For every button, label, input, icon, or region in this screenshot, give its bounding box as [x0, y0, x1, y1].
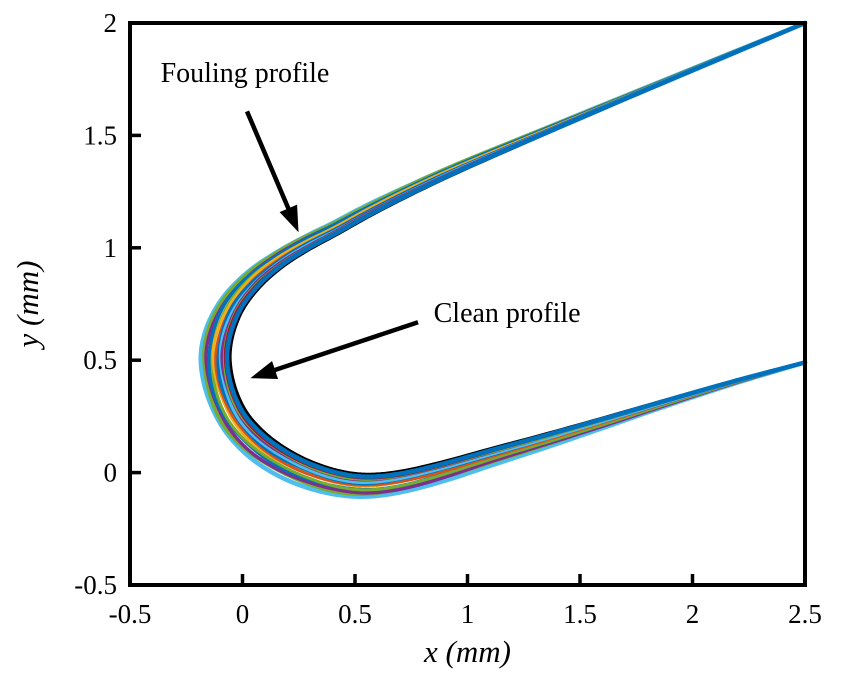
x-tick-label: 1.5 — [563, 599, 597, 629]
y-tick-label: -0.5 — [74, 570, 117, 600]
fouling-profile-curve — [222, 21, 807, 481]
x-tick-label: 2 — [686, 599, 700, 629]
x-tick-label: 1 — [461, 599, 475, 629]
annotation-arrow-head — [279, 204, 299, 233]
y-tick-label: 0.5 — [83, 345, 117, 375]
x-tick-label: -0.5 — [109, 599, 152, 629]
annotation-arrow-line — [244, 110, 293, 216]
x-tick-label: 2.5 — [788, 599, 822, 629]
x-axis-title: x (mm) — [423, 634, 511, 669]
x-tick-label: 0 — [236, 599, 250, 629]
fouling-profile-curve — [224, 20, 808, 479]
x-tick-label: 0.5 — [338, 599, 372, 629]
y-axis-title: y (mm) — [10, 261, 45, 351]
y-tick-label: 0 — [104, 458, 118, 488]
fouling-profile-curve — [223, 21, 807, 480]
y-tick-label: 1 — [104, 233, 118, 263]
fouling-profile-curve — [220, 21, 807, 482]
y-tick-label: 2 — [104, 8, 118, 38]
fouling-profile-curve — [216, 21, 807, 486]
annotation-arrow-line — [268, 320, 419, 375]
y-tick-label: 1.5 — [83, 120, 117, 150]
fouling-profile-curve — [210, 21, 807, 492]
clean-profile-label: Clean profile — [434, 298, 581, 329]
clean-profile-curve — [228, 21, 807, 477]
fouling-profile-label: Fouling profile — [161, 58, 330, 89]
annotation-arrow-head — [250, 360, 279, 379]
fouling-profile-curve — [218, 21, 807, 485]
